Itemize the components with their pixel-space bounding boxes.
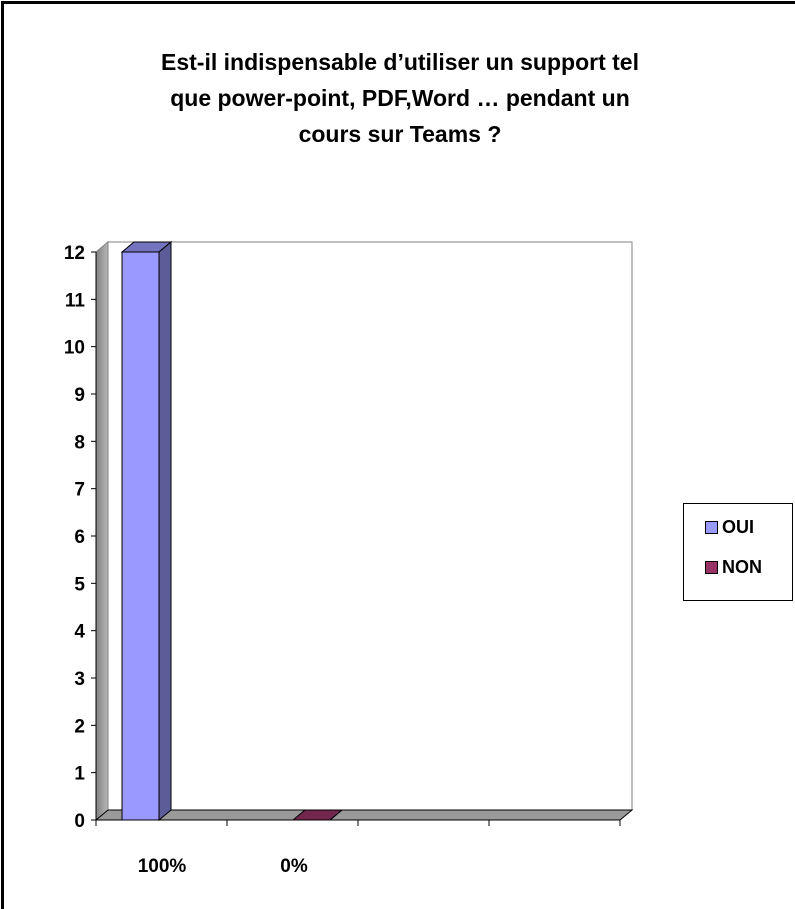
y-tick-label: 1 xyxy=(74,764,85,785)
legend-item-non: NON xyxy=(705,557,762,578)
side-wall xyxy=(95,240,109,822)
bar-non-1 xyxy=(291,809,344,821)
x-axis-labels: 100% 0% xyxy=(138,856,308,877)
legend-label-oui: OUI xyxy=(722,517,755,537)
chart-title: Est-il indispensable d’utiliser un suppo… xyxy=(161,49,639,147)
back-wall xyxy=(107,241,633,811)
bar-oui-0 xyxy=(120,240,173,822)
plot-walls xyxy=(94,240,634,822)
bar-side xyxy=(158,240,172,822)
y-tick-label: 3 xyxy=(74,669,85,690)
y-tick-label: 10 xyxy=(64,338,85,359)
y-tick-label: 7 xyxy=(74,480,85,501)
y-tick-label: 5 xyxy=(74,574,85,595)
bar-side xyxy=(329,809,343,821)
bar-front xyxy=(121,251,160,821)
x-tick-label: 100% xyxy=(138,856,187,877)
y-tick-label: 0 xyxy=(74,811,85,832)
y-tick-label: 4 xyxy=(74,622,85,643)
y-tick-label: 9 xyxy=(74,385,85,406)
y-tick-label: 6 xyxy=(74,527,85,548)
legend: OUI NON xyxy=(683,503,793,601)
y-tick-label: 12 xyxy=(64,243,85,264)
bars-group xyxy=(120,240,344,822)
legend-label-non: NON xyxy=(722,557,762,577)
legend-item-oui: OUI xyxy=(705,517,754,538)
legend-swatch-non xyxy=(705,561,718,574)
y-tick-label: 2 xyxy=(74,716,85,737)
floor xyxy=(94,809,634,821)
y-tick-label: 8 xyxy=(74,432,85,453)
legend-swatch-oui xyxy=(705,521,718,534)
x-tick-label: 0% xyxy=(280,856,308,877)
y-tick-label: 11 xyxy=(65,290,86,311)
